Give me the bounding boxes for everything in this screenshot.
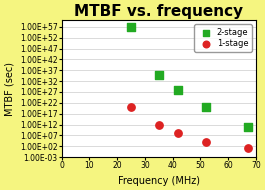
2-stage [245,125,250,128]
Y-axis label: MTBF (sec): MTBF (sec) [4,62,14,116]
2-stage [204,106,208,109]
Legend: 2-stage, 1-stage: 2-stage, 1-stage [194,25,252,52]
1-stage [129,106,133,109]
2-stage [129,25,133,28]
2-stage [176,88,180,91]
1-stage [157,123,161,126]
Title: MTBF vs. frequency: MTBF vs. frequency [74,4,243,19]
2-stage [157,73,161,76]
X-axis label: Frequency (MHz): Frequency (MHz) [118,176,200,186]
1-stage [204,140,208,143]
1-stage [245,147,250,150]
1-stage [176,132,180,135]
